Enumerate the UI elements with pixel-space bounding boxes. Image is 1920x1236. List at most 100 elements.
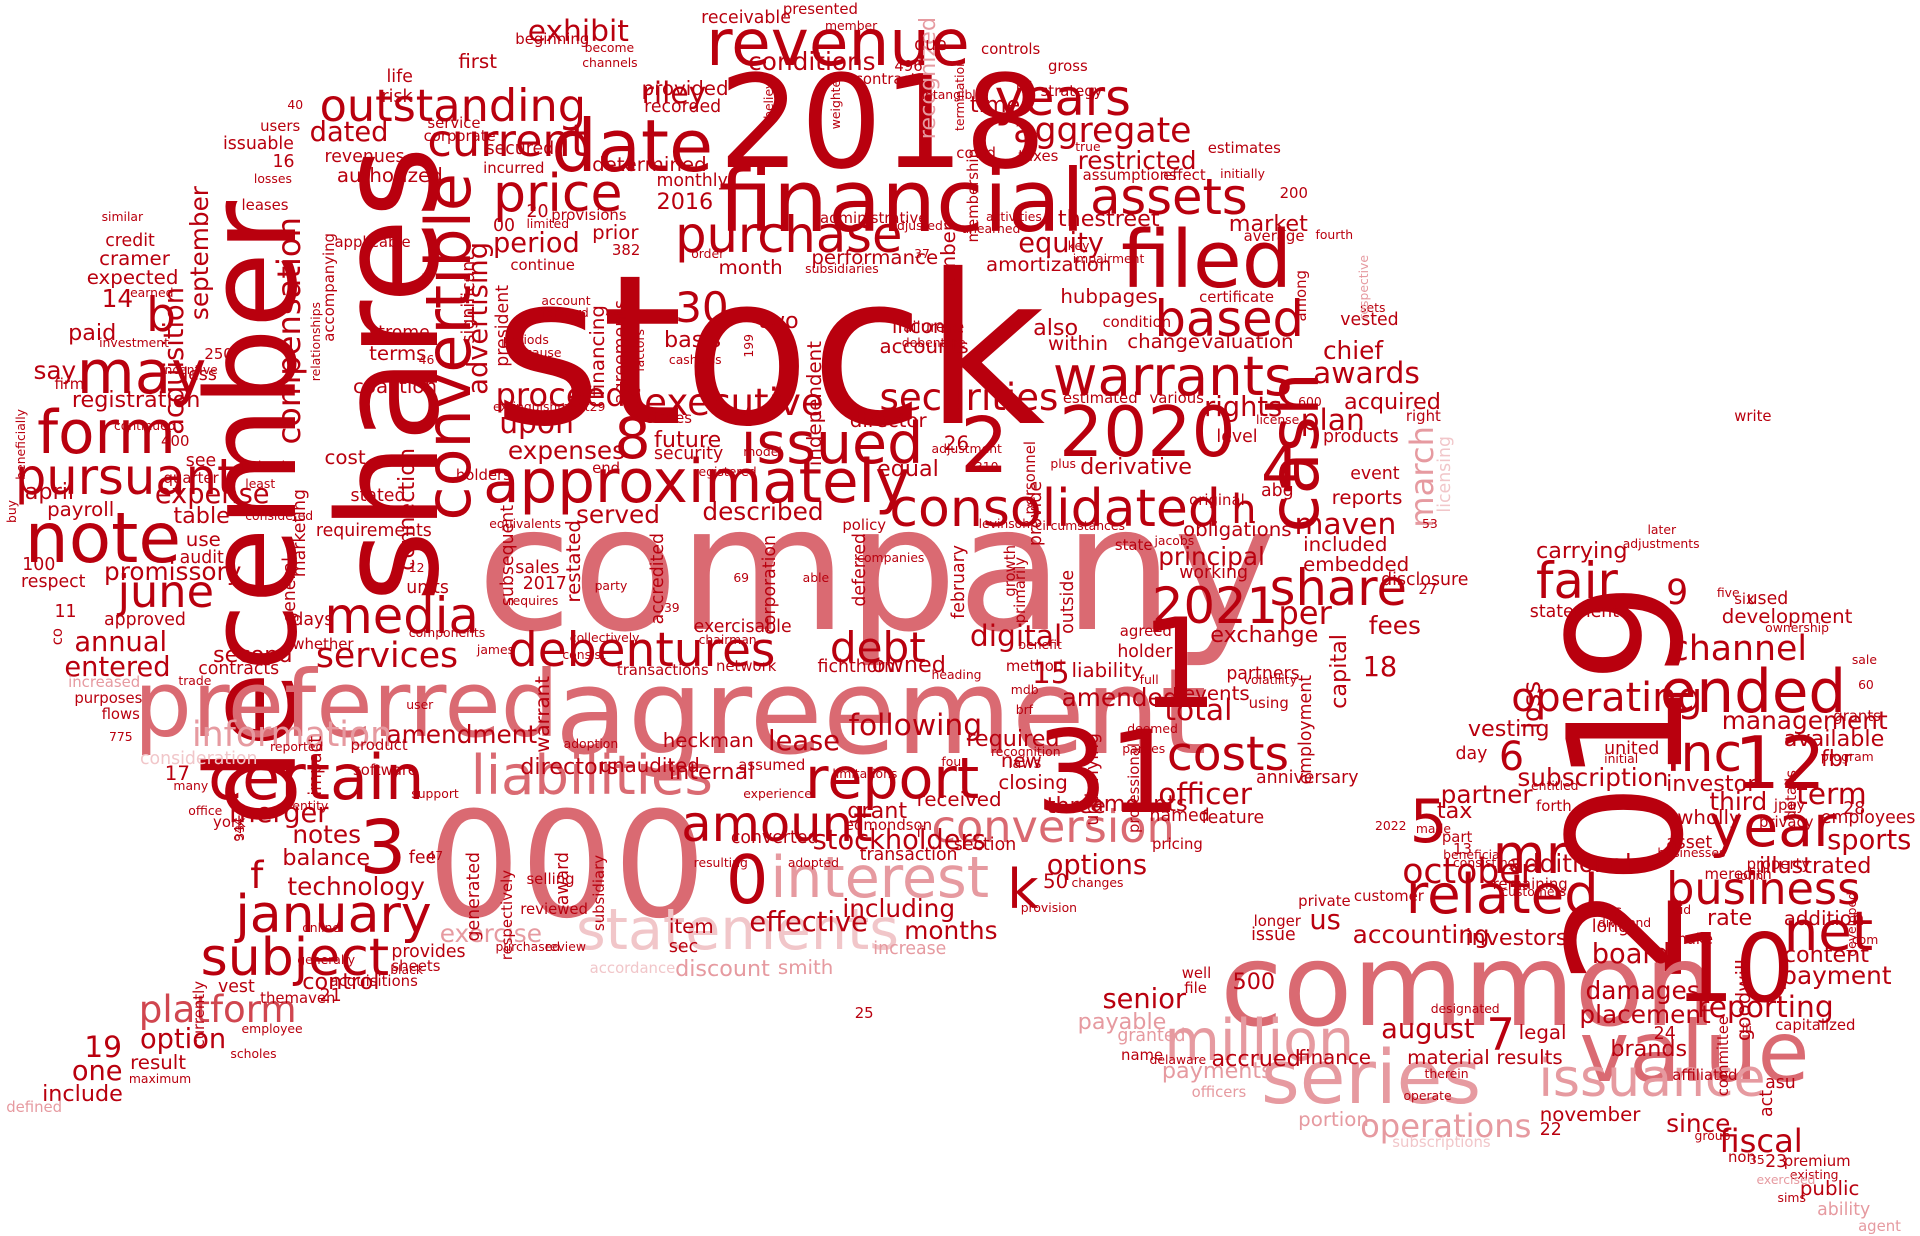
word: payments (1161, 1058, 1273, 1085)
word: 28 (1843, 799, 1866, 820)
word: directors (520, 753, 619, 780)
word: relationships (308, 302, 323, 382)
word: note (24, 499, 182, 580)
word: holders (455, 466, 511, 485)
word: say (33, 356, 77, 386)
word: placement (1579, 1000, 1711, 1030)
word: less (183, 364, 217, 385)
word: strome (369, 322, 430, 343)
word: rights (1204, 391, 1283, 423)
word: consolidated (889, 479, 1221, 540)
word: 2022 (1374, 819, 1407, 834)
word: rules (1585, 902, 1623, 921)
word: recognition (990, 744, 1061, 759)
word: vesting (1467, 716, 1550, 743)
word: customer (1353, 887, 1424, 906)
word: security (654, 443, 724, 464)
word: day (1455, 743, 1488, 764)
word: 12 (1734, 721, 1826, 806)
word: meredith (1704, 865, 1772, 884)
word: million (1164, 1008, 1355, 1075)
word: amounts (1090, 790, 1188, 817)
word: available (1783, 726, 1885, 753)
word: 37 (914, 246, 930, 261)
word: registered (693, 464, 757, 479)
word: 11 (54, 602, 77, 623)
word: restricted (1077, 145, 1197, 175)
word: one (71, 1055, 123, 1087)
word: 1 (1139, 593, 1219, 738)
word: independent (803, 340, 827, 466)
word: experience (743, 786, 812, 801)
word: heading (931, 667, 982, 682)
word: within (1047, 332, 1108, 356)
word: ability (1817, 1199, 1871, 1220)
word: periods (502, 333, 549, 348)
word: term (1796, 777, 1867, 813)
word: equal (877, 456, 939, 483)
word: fiscal (1719, 1121, 1803, 1160)
word: additional (1508, 849, 1632, 879)
word: initial (1604, 752, 1639, 767)
word: abg (1261, 481, 1294, 502)
word: 21 (319, 986, 342, 1007)
word: licensing (1434, 436, 1455, 513)
word: 3 (359, 804, 407, 892)
word: notes (292, 819, 362, 849)
word: f (250, 854, 264, 898)
word: sims (1777, 1190, 1806, 1205)
word: license (1256, 412, 1300, 427)
word: statement (1529, 602, 1620, 623)
word: method (1005, 656, 1064, 675)
word: time (969, 92, 1021, 119)
word: second (213, 642, 293, 669)
word: section (953, 835, 1017, 856)
word: material (1407, 1045, 1490, 1069)
word: closing (998, 770, 1068, 794)
word: private (1298, 892, 1351, 911)
word: entity (292, 799, 329, 814)
word: payroll (47, 498, 115, 522)
word: increased (68, 673, 141, 692)
word: april (24, 478, 75, 505)
word: dated (309, 116, 389, 148)
word: cause (525, 345, 562, 360)
word: exchange (1210, 622, 1319, 649)
word: requirements (315, 520, 432, 541)
word: income (891, 315, 965, 339)
word: average (1243, 227, 1305, 246)
word: program (1820, 749, 1874, 764)
word: smith (777, 955, 834, 979)
word: valuation (1201, 329, 1294, 353)
word: current (427, 114, 589, 167)
word: compensation (269, 216, 308, 445)
word: board (1591, 939, 1671, 971)
word: james (476, 643, 515, 658)
word: b (146, 288, 177, 344)
word: 600 (1298, 395, 1322, 410)
word: 20 (526, 202, 549, 223)
word: review (545, 940, 586, 955)
word: applicable (334, 233, 411, 252)
word: office (188, 804, 223, 819)
word: equity (1018, 228, 1104, 260)
word: financing (586, 304, 610, 396)
word: network (715, 656, 777, 675)
word: intangible (921, 88, 984, 103)
word: wholly (1677, 805, 1741, 829)
word: effect (1163, 166, 1206, 185)
word: privacy (1758, 813, 1814, 832)
word: file (1184, 979, 1207, 998)
word: adjustment (931, 442, 1002, 457)
word: ii (916, 822, 925, 841)
word: promissory (104, 556, 242, 586)
word: exercise (439, 918, 542, 948)
word: partner (1440, 779, 1533, 809)
word: sets (1360, 301, 1386, 316)
word: grant (847, 798, 908, 825)
word: federal (241, 458, 286, 473)
word: share (1269, 558, 1407, 617)
word: issuance (1538, 1048, 1766, 1109)
word: result (130, 1050, 187, 1074)
